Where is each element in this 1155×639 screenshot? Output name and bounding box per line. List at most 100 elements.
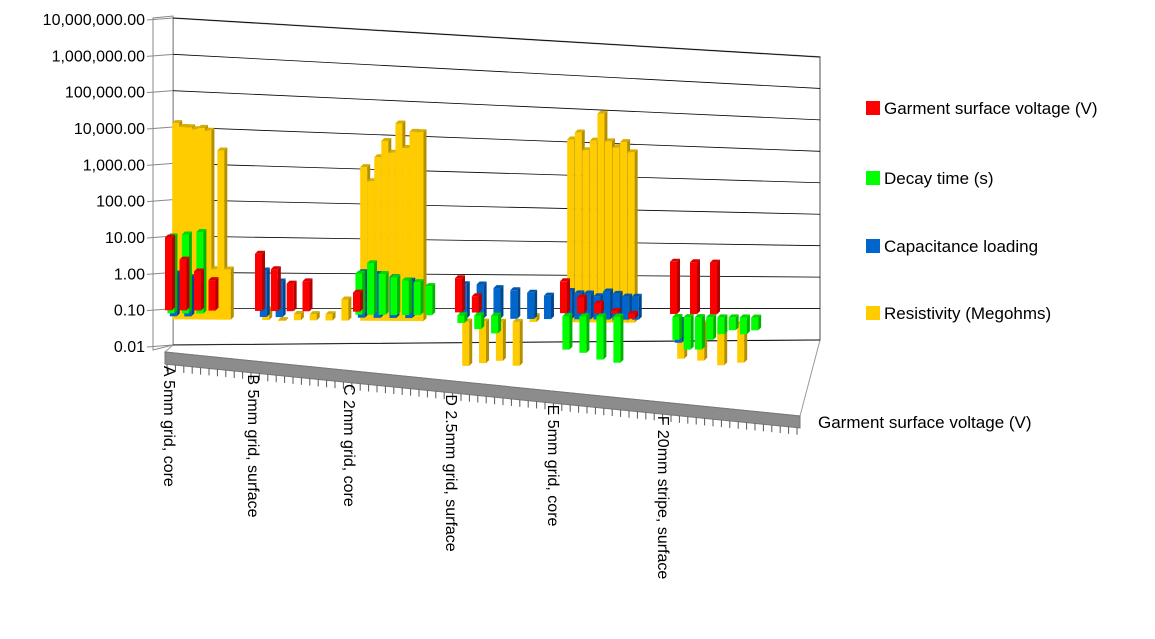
bar-face [185, 127, 193, 320]
bar-top [378, 270, 389, 274]
bar-side [360, 289, 363, 312]
bar-top [593, 293, 604, 297]
bar-side [469, 318, 473, 366]
bar-face [717, 323, 725, 366]
bar-face [620, 142, 628, 323]
legend-swatch [866, 239, 880, 253]
bar-top [196, 228, 207, 232]
bar-side [462, 275, 465, 313]
bar-top [474, 312, 485, 316]
bar-face [631, 296, 639, 320]
depth-axis-title: Garment surface voltage (V) [818, 413, 1032, 432]
bar-decay-time-s [413, 279, 424, 316]
bar-face [613, 316, 621, 363]
bar-resistivity-megohms [223, 266, 234, 320]
bar-top [194, 268, 204, 272]
bar-garment-surface-voltage-v [270, 266, 281, 312]
bar-face [165, 237, 172, 311]
bar-top [165, 234, 175, 238]
bar-face [374, 157, 382, 321]
bar-capacitance-loading [583, 290, 594, 320]
bar-top [579, 313, 590, 317]
bar-top [628, 310, 638, 314]
bar-face [217, 150, 225, 320]
bar-face [529, 316, 537, 322]
bar-top [694, 314, 705, 318]
bar-side [677, 258, 680, 315]
category-labels: A 5mm grid, core B 5mm grid, surface C 2mm… [160, 366, 671, 579]
bar-face [341, 299, 349, 321]
bar-face [597, 113, 605, 323]
bar-decay-time-s [579, 313, 590, 353]
bar-resistivity-megohms [462, 318, 473, 366]
bar-capacitance-loading [493, 285, 504, 319]
y-tick-label: 0.10 [114, 303, 145, 320]
bar-side [397, 274, 401, 315]
bar-capacitance-loading [612, 290, 623, 320]
bar-garment-surface-voltage-v [577, 294, 587, 314]
bar-top [582, 147, 593, 151]
bar-resistivity-megohms [293, 310, 304, 321]
bar-face [672, 317, 680, 340]
bar-top [612, 290, 623, 294]
bar-garment-surface-voltage-v [594, 300, 604, 314]
bar-side [758, 314, 762, 331]
y-tick-label: 0.01 [114, 339, 145, 356]
bar-side [186, 256, 190, 311]
bar-side [420, 279, 424, 316]
y-tick-mark [146, 162, 174, 166]
bar-face [302, 281, 310, 312]
bar-decay-time-s [390, 274, 401, 315]
bar-top [611, 307, 621, 311]
bar-decay-time-s [739, 314, 750, 335]
bar-face [390, 277, 398, 315]
bar-top [589, 137, 600, 141]
bar-top [325, 311, 336, 315]
bar-top [360, 164, 371, 168]
bar-side [550, 292, 554, 320]
bar-face [293, 313, 301, 321]
bar-top [197, 124, 208, 128]
bar-top [302, 278, 313, 282]
bar-top [455, 275, 465, 279]
bar-face [577, 297, 584, 314]
bar-side [172, 234, 175, 311]
bar-face [739, 317, 747, 335]
bar-face [474, 315, 482, 330]
bar-top [567, 136, 578, 140]
bar-face [560, 281, 567, 314]
y-tick-mark [146, 344, 174, 348]
bar-face [378, 273, 386, 315]
bar-face [381, 140, 389, 321]
bar-garment-surface-voltage-v [255, 250, 265, 311]
legend-swatch [866, 306, 880, 320]
bar-top [181, 231, 192, 235]
bar-side [483, 281, 487, 319]
bar-decay-time-s [728, 314, 739, 331]
bar-decay-time-s [401, 277, 412, 316]
bar-side [293, 280, 297, 312]
bar-decay-time-s [457, 312, 468, 324]
bar-top [341, 296, 352, 300]
bar-top [596, 313, 607, 317]
bar-garment-surface-voltage-v [165, 234, 175, 311]
bar-face [409, 131, 417, 322]
gridline [172, 162, 821, 184]
bar-decay-time-s [751, 314, 762, 331]
bar-garment-surface-voltage-v [560, 278, 570, 314]
gridline [172, 126, 821, 152]
bar-face [628, 313, 635, 319]
bar-top [670, 258, 680, 262]
bar-top [293, 310, 304, 314]
bar-side [332, 311, 336, 321]
bar-top [706, 314, 717, 318]
bar-side [423, 129, 427, 322]
bar-face [197, 127, 205, 320]
bar-side [309, 278, 313, 312]
bar-side [746, 314, 750, 335]
bar-side [590, 290, 594, 320]
gridline [172, 235, 821, 247]
bar-top [471, 293, 482, 297]
bar-side [690, 314, 694, 350]
bar-side [176, 270, 180, 317]
